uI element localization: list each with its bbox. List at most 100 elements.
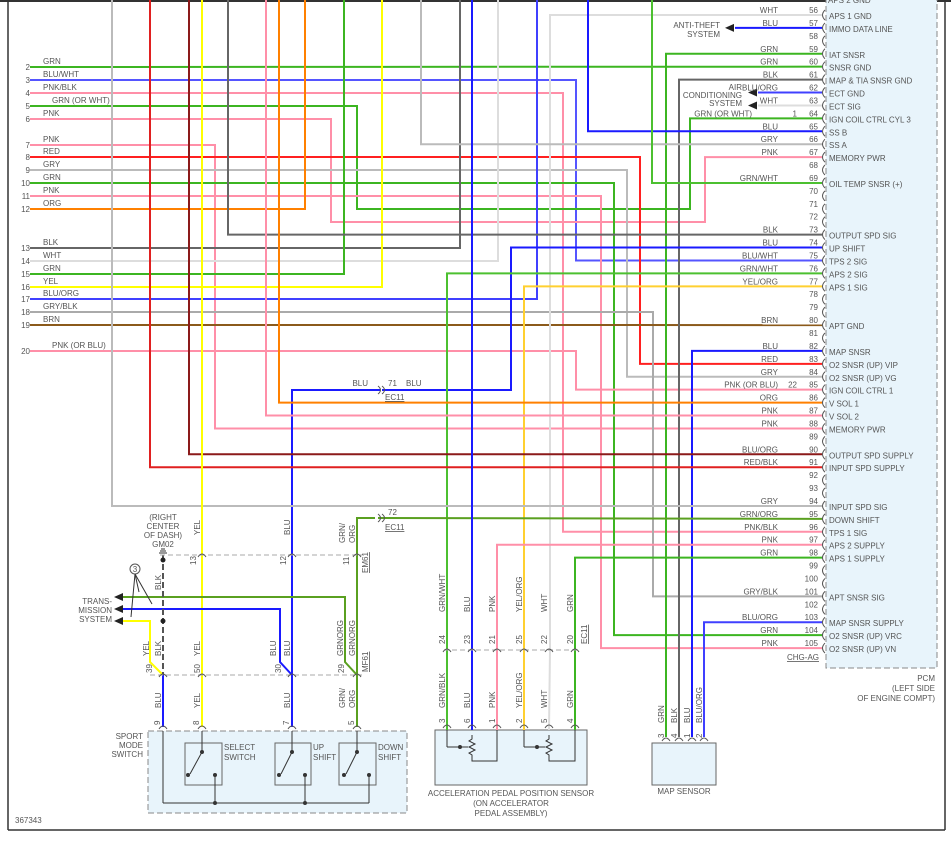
pcm-terminal-icon [822,87,826,98]
pcm-terminal-icon [822,371,826,383]
wire-blu-org [35,0,538,300]
pcm-function-label: SS A [829,141,847,150]
switch-pin: 8 [192,720,201,725]
wire-color: WHT [540,594,549,612]
map-sensor-box [651,742,717,786]
pcm-terminal-icon [822,461,826,473]
pcm-pin-number: 71 [809,200,818,209]
connector-pin: 50 [193,664,202,673]
pcm-terminal-icon [822,255,826,266]
pcm-box [825,0,938,669]
pcm-pin-number: 91 [809,458,818,467]
pcm-pin-number: 104 [805,626,819,635]
pcm-wire-color: GRN/WHT [740,264,778,273]
left-pin-number: 14 [21,257,30,266]
wire-grn-org-trans [122,596,358,676]
terminal-icon [442,724,452,729]
contact-dot [213,801,217,805]
pcm-pin-number: 82 [809,342,818,351]
wire-color: BLU [283,692,292,708]
wire-pnk [35,195,822,650]
pcm-function-label: V SOL 2 [829,413,859,422]
connector-id: EC11 [580,624,589,644]
wire-grn-wht [446,272,822,730]
pcm-terminal-icon [822,448,826,460]
left-pin-number: 16 [21,283,30,292]
switch-pin: 7 [282,720,291,725]
sensor-pin: 4 [566,718,575,723]
apps-sensor-label: PEDAL ASSEMBLY) [475,809,548,818]
pcm-pin-number: 95 [809,510,818,519]
pcm-wire-color: PNK [762,639,779,648]
pcm-pin-number: 75 [809,251,818,260]
wire-color: GRN/ [338,522,347,543]
pcm-terminal-icon [822,190,826,202]
wire-color: YEL/ORG [515,672,524,708]
pcm-pin-number: 89 [809,432,818,441]
pcm-terminal-icon [822,616,826,628]
connector-pin: 13 [189,556,198,565]
pcm-wire-color: GRN [760,549,778,558]
anti-theft-system-label: ANTI-THEFT [673,21,720,30]
pcm-pin-number: 94 [809,497,818,506]
wire-dkred [188,0,822,456]
left-wire-color: PNK [43,135,60,144]
pcm-terminal-icon [822,216,826,228]
pcm-function-label: OUTPUT SPD SUPPLY [829,451,914,460]
wire-color: BLU [683,707,692,723]
pcm-function-label: OIL TEMP SNSR (+) [829,180,903,189]
potentiometer-icon [467,730,498,762]
pcm-terminal-icon [822,513,826,525]
connector-pin: 12 [279,556,288,565]
sensor-pin: 4 [670,733,679,738]
pcm-wire-color: BLU/ORG [742,613,778,622]
pcm-function-label: MAP & TIA SNSR GND [829,77,913,86]
pcm-pin-number: 88 [809,419,818,428]
air-conditioning-label: SYSTEM [709,99,742,108]
pcm-terminal-icon [822,410,826,421]
left-pin-number: 19 [21,321,30,330]
switch-up-shift [274,742,312,786]
pcm-pin-number: 57 [809,19,818,28]
pcm-pin-number: 99 [809,562,818,571]
pcm-terminal-icon [822,22,826,34]
wire-red-blk [149,0,822,469]
terminal-icon [519,724,529,729]
splice-dot [160,557,166,563]
pcm-wire-color: BLU [762,239,778,248]
wire-org [278,0,822,404]
pcm-pin-number: 81 [809,329,818,338]
wire-color: BLU [283,640,292,656]
inline-connector-pin: 1 [793,109,798,118]
contact-dot [186,773,190,777]
labels: 2 GRN 3 BLU/WHT 4 PNK/BLK 5 GRN (OR WHT) 6 PNK 7 PN… [15,0,935,825]
pcm-terminal-icon [822,591,826,602]
pcm-name: PCM [917,674,935,683]
left-pin-number: 12 [21,205,30,214]
connector-pin: 29 [337,664,346,673]
pcm-pin-number: 70 [809,187,818,196]
pcm-pin-number: 56 [809,6,818,15]
connector-pin: 11 [342,556,351,565]
contact-dot [458,745,462,749]
wire-color: YEL/ORG [515,576,524,612]
pcm-function-label: IAT SNSR [829,51,865,60]
connector-pin: 24 [438,635,447,644]
pcm-wire-color: GRN/ORG [740,510,778,519]
wire-color: ORG [348,525,357,543]
pcm-terminal-icon [822,500,826,512]
wire-color: BLU [352,379,368,388]
apps-sensor-label: (ON ACCELERATOR [473,799,549,808]
contact-dot [303,801,307,805]
pcm-wire-color: WHT [760,6,778,15]
wire-gry [420,0,822,146]
pcm-wire-color: PNK/BLK [744,523,778,532]
pcm-terminal-icon [822,629,826,641]
wire-grn [35,105,822,210]
wire-grn [574,556,822,730]
arrow-ac-icon [748,101,757,110]
contact-dot [342,773,346,777]
left-pin-number: 8 [26,153,31,162]
wire-yel [35,0,383,288]
